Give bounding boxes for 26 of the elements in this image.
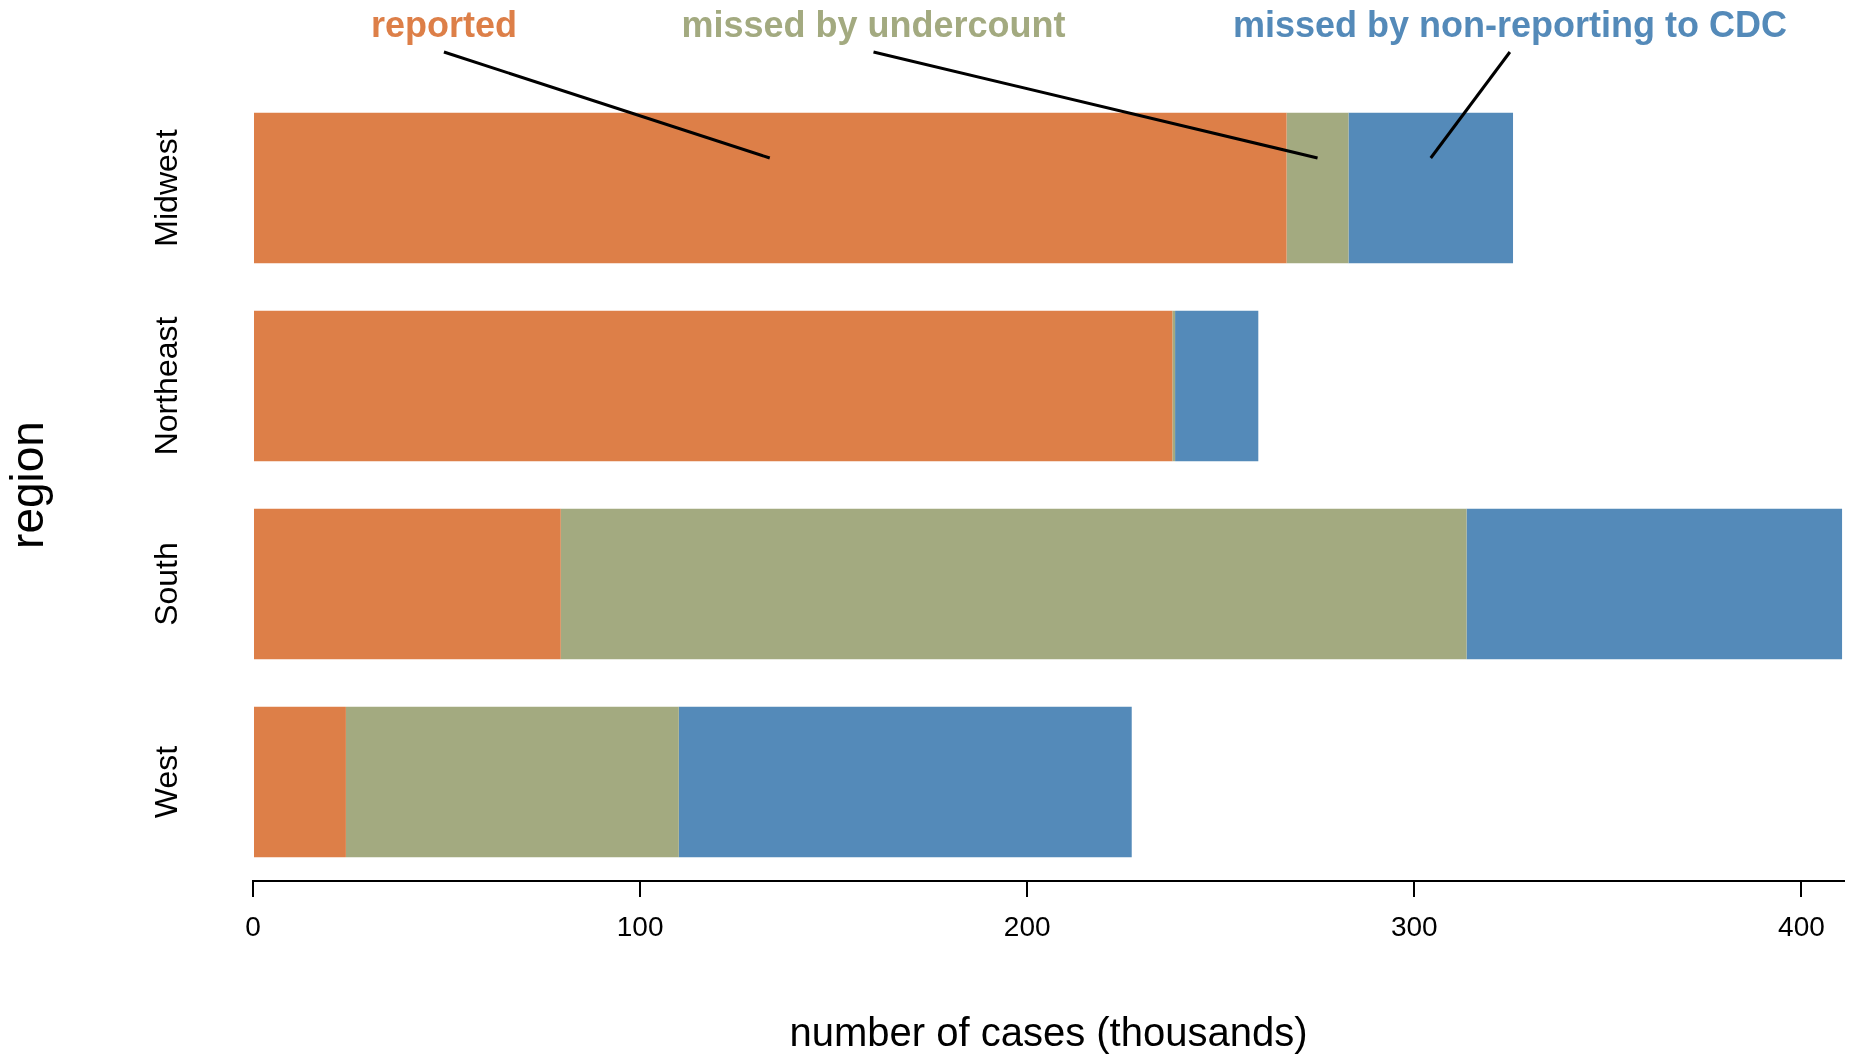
bar [560, 508, 1467, 660]
y-tick-label: West [147, 745, 184, 819]
bar [254, 112, 1287, 264]
bar [1348, 112, 1514, 264]
text: missed by non-reporting to CDC [1232, 3, 1787, 45]
bar [1172, 310, 1176, 462]
bar [1286, 112, 1349, 264]
y-tick-label: Northeast [147, 316, 184, 456]
bar [254, 706, 346, 858]
x-tick-label: 0 [245, 910, 261, 942]
y-tick-label: South [147, 542, 184, 626]
text: missed by undercount [681, 3, 1066, 45]
bar [678, 706, 1132, 858]
x-axis-title: number of cases (thousands) [789, 1010, 1308, 1055]
y-tick-label: Midwest [147, 129, 184, 247]
bar [254, 310, 1173, 462]
bar [345, 706, 679, 858]
bar [254, 508, 561, 660]
series-label: reported [370, 3, 517, 45]
bar [1175, 310, 1259, 462]
x-tick-label: 400 [1778, 910, 1825, 942]
x-tick-label: 300 [1390, 910, 1438, 942]
x-tick-label: 100 [616, 910, 664, 942]
bar [1466, 508, 1843, 660]
y-axis-title: region [0, 421, 53, 549]
x-tick-label: 200 [1003, 910, 1051, 942]
